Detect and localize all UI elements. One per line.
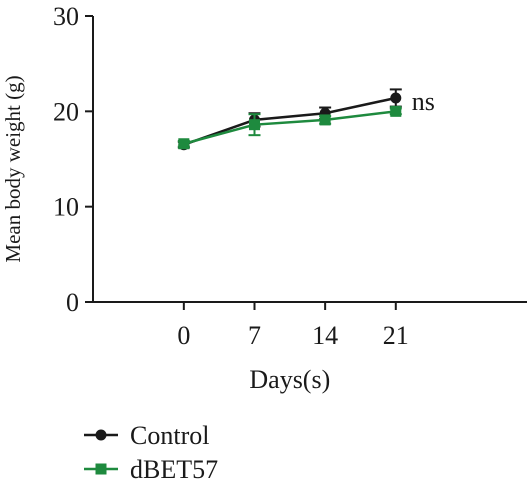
y-tick-label: 10 (53, 193, 79, 222)
series-line (183, 110, 396, 145)
series-layer (177, 88, 402, 151)
legend-marker (95, 463, 107, 475)
axes: 0 10 20 30 0 7 14 21 (53, 2, 527, 350)
series-dbet57 (177, 105, 402, 150)
x-tick-label: 14 (312, 321, 338, 350)
series-control (177, 88, 402, 151)
legend-item-control: Control (84, 421, 209, 450)
data-point (178, 138, 190, 150)
data-point (248, 119, 260, 131)
x-tick-label: 21 (383, 321, 409, 350)
significance-annotation: ns (412, 87, 435, 116)
y-axis-title: Mean body weight (g) (1, 75, 25, 262)
y-tick-label: 20 (53, 97, 79, 126)
data-point (390, 105, 402, 117)
y-tick-label: 30 (53, 2, 79, 31)
x-tick-label: 0 (177, 321, 190, 350)
legend-label-control: Control (130, 421, 209, 450)
legend-label-dbet57: dBET57 (130, 455, 218, 484)
data-point (390, 92, 402, 104)
x-tick-label: 7 (248, 321, 261, 350)
y-tick-label: 0 (66, 288, 79, 317)
legend: Control dBET57 (84, 421, 218, 484)
series-line (183, 96, 397, 146)
legend-marker (95, 429, 107, 441)
x-axis-title: Days(s) (249, 365, 330, 394)
legend-item-dbet57: dBET57 (84, 455, 218, 484)
data-point (319, 114, 331, 126)
